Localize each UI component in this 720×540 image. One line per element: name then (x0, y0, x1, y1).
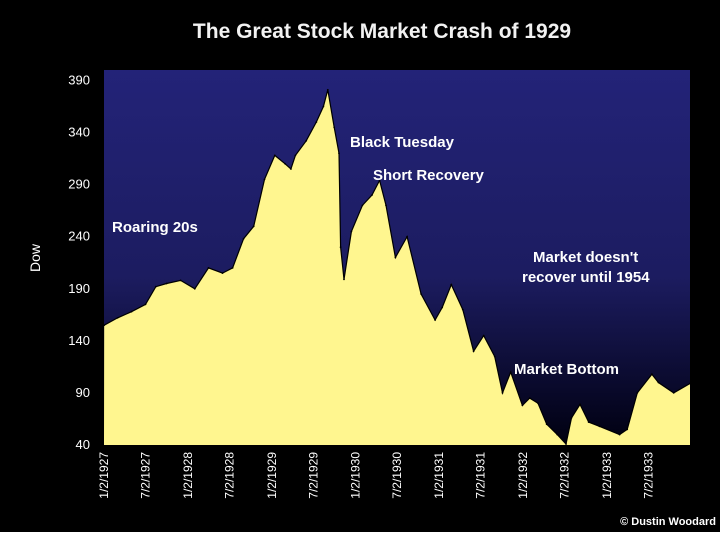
data-point-45 (537, 402, 539, 405)
data-point-51 (587, 421, 590, 423)
series-area-fill (104, 89, 690, 446)
x-tick-10: 1/2/1932 (516, 452, 530, 499)
data-point-24 (339, 246, 342, 249)
data-point-42 (509, 371, 512, 373)
y-tick-190: 190 (68, 281, 90, 296)
data-point-40 (493, 355, 496, 358)
x-tick-5: 7/2/1929 (306, 452, 320, 499)
data-point-11 (242, 237, 245, 240)
data-point-30 (385, 204, 387, 207)
data-point-47 (556, 433, 559, 436)
annotation-black-tuesday: Black Tuesday (350, 134, 455, 151)
data-point-41 (501, 392, 504, 394)
data-point-7 (193, 287, 196, 290)
y-tick-90: 90 (76, 385, 90, 400)
x-tick-1: 7/2/1927 (139, 452, 153, 499)
data-point-34 (434, 319, 436, 321)
data-point-3 (144, 303, 147, 306)
x-tick-13: 7/2/1933 (641, 452, 655, 499)
data-point-37 (461, 308, 464, 311)
annotation-short-recovery: Short Recovery (373, 167, 485, 184)
x-tick-0: 1/2/1927 (97, 452, 111, 499)
data-point-9 (221, 272, 224, 274)
x-tick-11: 7/2/1932 (558, 452, 572, 499)
data-point-38 (472, 350, 475, 353)
data-point-33 (420, 293, 422, 295)
annotation-roaring-20s: Roaring 20s (112, 219, 198, 236)
y-tick-390: 390 (68, 72, 90, 87)
y-axis-ticks: 40 90 140 190 240 290 340 390 (68, 72, 90, 452)
data-point-5 (165, 282, 168, 285)
data-point-17 (294, 154, 297, 157)
data-point-13 (263, 178, 266, 181)
data-point-21 (326, 88, 329, 91)
data-point-18 (305, 139, 308, 142)
data-point-57 (657, 381, 660, 384)
annotation-market-doesnt: Market doesn't (533, 249, 638, 266)
data-point-23 (338, 152, 340, 155)
annotation-market-bottom: Market Bottom (514, 361, 619, 378)
data-point-50 (579, 403, 581, 406)
data-point-15 (284, 162, 286, 165)
data-point-36 (450, 283, 453, 286)
data-point-53 (618, 433, 621, 436)
y-tick-140: 140 (68, 333, 90, 348)
x-tick-6: 1/2/1930 (349, 452, 363, 499)
data-point-4 (154, 285, 157, 288)
annotations: Roaring 20s Black Tuesday Short Recovery… (112, 134, 650, 378)
data-point-14 (273, 154, 276, 157)
x-tick-3: 7/2/1928 (223, 452, 237, 499)
data-point-8 (207, 267, 210, 269)
x-axis-ticks: 1/2/1927 7/2/1927 1/2/1928 7/2/1928 1/2/1929… (97, 452, 655, 499)
data-point-20 (322, 105, 325, 108)
data-point-16 (290, 168, 292, 170)
data-point-31 (394, 256, 397, 259)
data-point-55 (636, 392, 639, 394)
data-point-22 (333, 126, 336, 129)
credit-text: © Dustin Woodard (620, 516, 716, 528)
data-point-46 (545, 423, 548, 426)
data-point-29 (378, 179, 381, 182)
data-point-19 (315, 121, 318, 123)
data-point-44 (528, 397, 531, 399)
data-point-0 (103, 324, 106, 327)
data-point-12 (252, 225, 255, 228)
data-point-32 (406, 235, 408, 238)
y-tick-290: 290 (68, 177, 90, 192)
data-point-43 (521, 404, 524, 407)
plot-series-group (103, 88, 691, 446)
data-point-59 (689, 382, 691, 385)
data-point-35 (441, 306, 444, 309)
data-point-39 (482, 334, 485, 337)
y-tick-240: 240 (68, 229, 90, 244)
data-point-2 (130, 310, 133, 313)
series-line (103, 89, 691, 446)
data-point-25 (343, 278, 345, 281)
data-point-26 (350, 230, 353, 233)
data-point-49 (570, 417, 573, 419)
x-tick-7: 7/2/1930 (390, 452, 404, 499)
x-tick-12: 1/2/1933 (600, 452, 614, 499)
chart-title: The Great Stock Market Crash of 1929 (193, 20, 571, 43)
annotation-recover-until-1954: recover until 1954 (522, 269, 650, 286)
x-tick-8: 1/2/1931 (432, 452, 446, 499)
data-point-48 (565, 443, 567, 445)
x-tick-9: 7/2/1931 (474, 452, 488, 499)
y-tick-40: 40 (76, 437, 90, 452)
x-tick-2: 1/2/1928 (181, 452, 195, 499)
data-point-54 (626, 428, 629, 431)
x-tick-4: 1/2/1929 (265, 452, 279, 499)
y-tick-340: 340 (68, 125, 90, 140)
data-point-6 (179, 279, 182, 282)
data-point-58 (672, 392, 675, 394)
data-point-52 (598, 425, 601, 428)
y-axis-label: Dow (27, 243, 43, 272)
data-point-28 (371, 194, 373, 196)
data-point-1 (116, 317, 119, 319)
data-point-10 (231, 267, 234, 269)
data-point-27 (361, 204, 364, 207)
data-point-56 (651, 373, 653, 376)
